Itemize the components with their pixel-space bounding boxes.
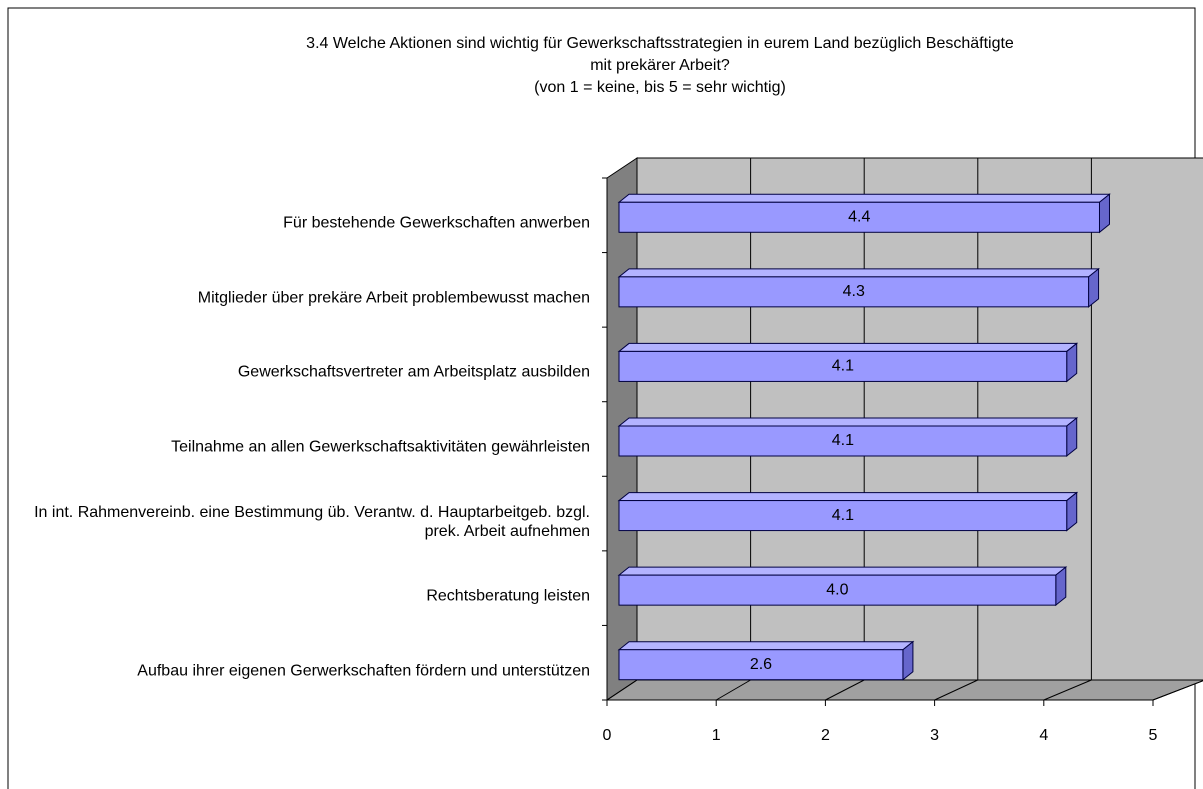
bar-top <box>617 641 915 651</box>
floor-grid-line <box>1152 680 1203 701</box>
y-tick-label: In int. Rahmenvereinb. eine Bestimmung ü… <box>34 503 590 540</box>
data-label: 4.3 <box>843 283 865 300</box>
data-label: 2.6 <box>750 656 772 673</box>
x-tick-label: 5 <box>1149 727 1158 744</box>
floor-grid-line <box>1043 679 1092 701</box>
bar-top <box>617 342 1079 352</box>
bar <box>618 276 1090 308</box>
bar-top <box>617 492 1079 502</box>
floor-grid-line <box>825 679 865 701</box>
chart-title: mit prekärer Arbeit? <box>590 57 730 74</box>
x-tick-label: 4 <box>1039 727 1048 744</box>
floor <box>605 679 1203 701</box>
x-tick-label: 1 <box>712 727 721 744</box>
bar <box>618 649 904 681</box>
y-tick-label: Für bestehende Gewerkschaften anwerben <box>283 214 590 232</box>
bar-top <box>617 268 1100 278</box>
y-tick-label: Gewerkschaftsvertreter am Arbeitsplatz a… <box>237 363 590 381</box>
floor-grid-line <box>606 679 638 701</box>
bar <box>618 574 1057 606</box>
data-label: 4.1 <box>832 432 854 449</box>
y-tick-label: Teilnahme an allen Gewerkschaftsaktivitä… <box>171 438 590 456</box>
bar-top <box>617 566 1068 576</box>
bar-top <box>617 417 1079 427</box>
data-label: 4.0 <box>826 581 848 598</box>
bar <box>618 350 1068 382</box>
bar <box>618 500 1068 532</box>
x-tick-label: 3 <box>930 727 939 744</box>
data-label: 4.4 <box>848 209 870 226</box>
x-tick-label: 2 <box>821 727 830 744</box>
bar <box>618 201 1100 233</box>
data-label: 4.1 <box>832 507 854 524</box>
bar <box>618 425 1068 457</box>
floor-grid-line <box>715 679 751 701</box>
x-tick-label: 0 <box>603 727 612 744</box>
chart-subtitle: (von 1 = keine, bis 5 = sehr wichtig) <box>534 79 786 96</box>
y-tick-label: Mitglieder über prekäre Arbeit problembe… <box>197 289 590 307</box>
floor-grid-line <box>934 679 979 701</box>
chart-title: 3.4 Welche Aktionen sind wichtig für Gew… <box>306 35 1014 52</box>
bar-top <box>617 193 1111 203</box>
y-tick-label: Rechtsberatung leisten <box>426 587 590 605</box>
data-label: 4.1 <box>832 358 854 375</box>
y-tick-label: Aufbau ihrer eigenen Gerwerkschaften för… <box>137 662 590 680</box>
